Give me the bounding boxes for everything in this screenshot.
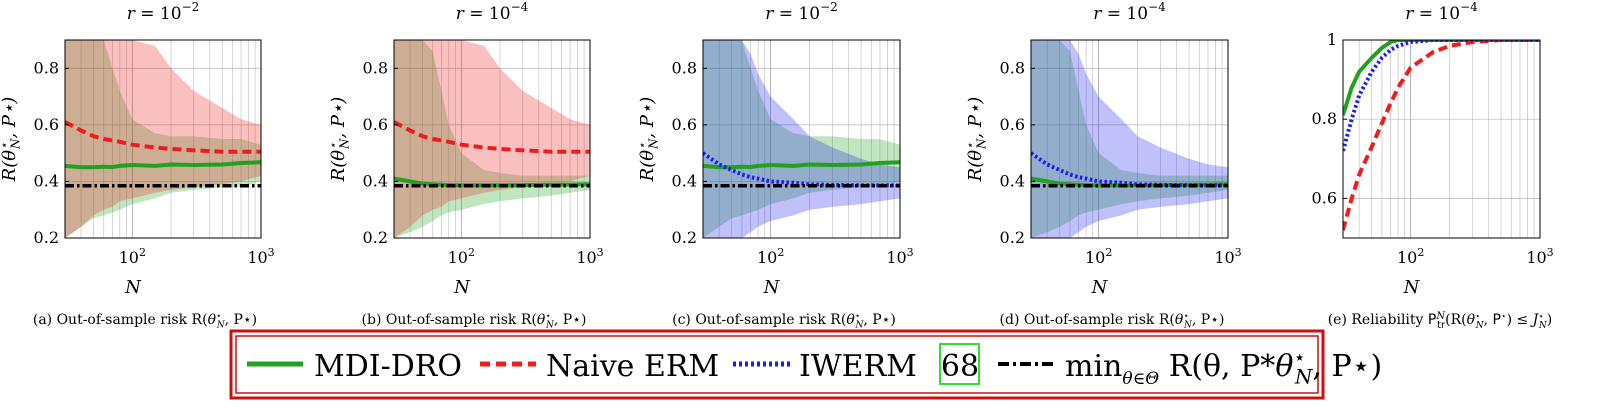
subfigure-caption: (a) Out-of-sample risk R(θ⋆ N, P⋆) — [33, 311, 257, 330]
y-tick-label: 0.4 — [1000, 171, 1025, 190]
bands — [703, 40, 900, 238]
y-tick-label: 0.8 — [34, 58, 59, 77]
y-tick-label: 0.6 — [672, 115, 697, 134]
legend-border-inner — [235, 335, 1319, 394]
legend-label-naive: Naive ERM — [546, 349, 719, 384]
y-tick-label: 1 — [1327, 30, 1337, 49]
y-tick-label: 0.8 — [672, 58, 697, 77]
series — [1343, 40, 1540, 231]
x-tick-label: 102 — [757, 246, 784, 267]
band-mdi — [65, 40, 261, 238]
y-tick-label: 0.8 — [1000, 58, 1025, 77]
subfigure-caption: (c) Out-of-sample risk R(θ⋆ N, P⋆) — [672, 311, 896, 330]
legend-border-outer — [229, 329, 1325, 400]
chart-title: r = 10−4 — [456, 0, 529, 24]
chart-panel-a: 0.2 0.4 0.6 0.8 102 103 N R(θ⋆N, P⋆) r = 10−2 (a)… — [0, 0, 275, 331]
x-tick-label: 102 — [119, 246, 146, 267]
x-tick-label: 103 — [576, 246, 603, 267]
series-line-iwerm — [1343, 40, 1540, 152]
y-axis-label: R(θ⋆N, P⋆) — [963, 97, 989, 183]
chart-panel-e: 0.6 0.8 1 102 103 Nr = 10−4 (e) Reliability PN… — [1312, 0, 1554, 331]
band-iwerm — [1031, 40, 1228, 238]
series — [703, 151, 900, 188]
chart-panel-b: 0.2 0.4 0.6 0.8 102 103 N R(θ⋆N, P⋆) r = 10−4 (b)… — [326, 0, 604, 331]
y-tick-label: 0.2 — [672, 228, 697, 247]
y-tick-label: 0.6 — [1312, 188, 1337, 207]
y-tick-label: 0.2 — [363, 228, 388, 247]
x-tick-label: 102 — [448, 246, 475, 267]
x-tick-label: 102 — [1085, 246, 1112, 267]
y-tick-label: 0.2 — [1000, 228, 1025, 247]
y-tick-label: 0.4 — [672, 171, 697, 190]
y-tick-label: 0.6 — [1000, 115, 1025, 134]
x-tick-label: 102 — [1397, 246, 1424, 267]
x-axis-label: N — [124, 277, 142, 298]
series — [1031, 151, 1228, 188]
y-tick-label: 0.6 — [363, 115, 388, 134]
bands — [65, 40, 261, 238]
x-tick-label: 103 — [247, 246, 274, 267]
y-tick-label: 0.4 — [34, 171, 59, 190]
citation-ref-68: 68 — [941, 349, 979, 384]
plot-frame — [1342, 39, 1541, 239]
legend-label-iwerm: IWERM — [799, 349, 917, 384]
chart-panel-c: 0.2 0.4 0.6 0.8 102 103 N R(θ⋆N, P⋆) r = 10−2 (c)… — [635, 0, 914, 331]
chart-title: r = 10−4 — [1405, 0, 1478, 24]
x-tick-label: 103 — [886, 246, 913, 267]
series-line-mdi — [703, 160, 900, 170]
band-mdi — [394, 40, 590, 238]
bands — [394, 40, 590, 238]
x-tick-label: 103 — [1214, 246, 1241, 267]
y-axis-label: R(θ⋆N, P⋆) — [326, 97, 352, 183]
subfigure-caption: (d) Out-of-sample risk R(θ⋆ N, P⋆) — [1000, 311, 1225, 330]
plot-frame — [64, 39, 262, 239]
y-tick-label: 0.4 — [363, 171, 388, 190]
plot-frame — [702, 39, 901, 239]
plot-frame — [393, 39, 591, 239]
subfigure-caption: (b) Out-of-sample risk R(θ⋆ N, P⋆) — [362, 311, 587, 330]
series-line-mdi — [1343, 40, 1540, 116]
x-tick-label: 103 — [1526, 246, 1553, 267]
series-line-naive — [65, 120, 261, 154]
series-line-mdi — [394, 176, 590, 188]
band-mdi — [703, 40, 900, 238]
series-line-naive — [1343, 40, 1540, 231]
series — [394, 120, 590, 188]
grid — [394, 40, 590, 239]
series-line-mdi — [65, 160, 261, 170]
series — [65, 120, 261, 188]
legend-label-opt: minθ∈Θ R(θ, P*θ⋆ N, P⋆) — [1065, 345, 1382, 389]
chart-title: r = 10−2 — [127, 0, 200, 24]
band-iwerm — [703, 40, 900, 238]
x-axis-label: N — [763, 277, 781, 298]
y-tick-label: 0.8 — [1312, 109, 1337, 128]
y-axis-label: R(θ⋆N, P⋆) — [635, 97, 661, 183]
grid — [65, 40, 261, 239]
band-naive — [65, 40, 261, 238]
x-axis-label: N — [1403, 277, 1421, 298]
bands — [1031, 40, 1228, 238]
y-tick-label: 0.6 — [34, 115, 59, 134]
y-tick-label: 0.2 — [34, 228, 59, 247]
band-naive — [394, 40, 590, 238]
subfigure-caption: (e) Reliability PN tr(R(θ⋆ N, P⋆) ≤ J⋆ N) — [1328, 311, 1553, 331]
citation-box — [939, 343, 980, 385]
x-axis-label: N — [453, 277, 471, 298]
legend-label-mdi: MDI-DRO — [314, 349, 462, 384]
band-mdi — [1031, 40, 1228, 238]
legend: MDI-DRO Naive ERM IWERM 68 minθ∈Θ R(θ, P*θ⋆ N… — [229, 329, 1382, 400]
chart-title: r = 10−4 — [1093, 0, 1166, 24]
chart-title: r = 10−2 — [765, 0, 838, 24]
y-tick-label: 0.8 — [363, 58, 388, 77]
series-line-naive — [394, 120, 590, 154]
y-axis-label: R(θ⋆N, P⋆) — [0, 97, 23, 183]
x-axis-label: N — [1091, 277, 1109, 298]
chart-panel-d: 0.2 0.4 0.6 0.8 102 103 N R(θ⋆N, P⋆) r = 10−4 (d)… — [963, 0, 1242, 331]
plot-frame — [1030, 39, 1229, 239]
